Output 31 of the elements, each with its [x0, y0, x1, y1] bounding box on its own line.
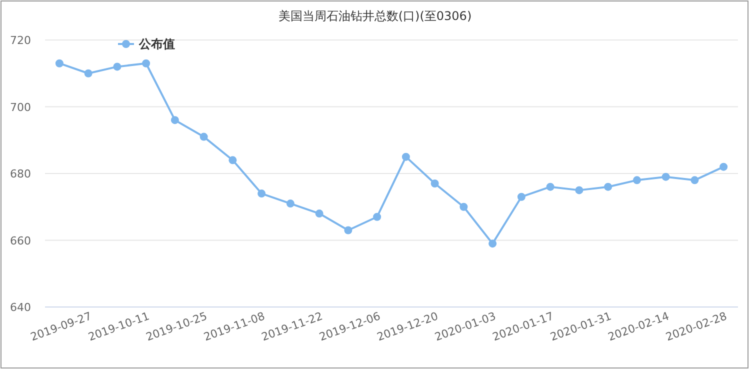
y-tick-label: 700: [10, 100, 31, 114]
point: [402, 152, 410, 161]
point: [228, 156, 237, 164]
point: [373, 212, 382, 221]
point: [170, 116, 179, 124]
point: [113, 62, 122, 71]
point: [460, 202, 468, 211]
point: [662, 172, 670, 181]
point: [604, 182, 612, 191]
point: [430, 180, 439, 188]
point: [142, 59, 150, 68]
point: [690, 176, 699, 184]
point: [55, 59, 64, 68]
y-tick-label: 660: [10, 234, 31, 248]
y-tick-label: 680: [10, 168, 31, 180]
point: [632, 176, 641, 184]
chart-title: 美国当周石油钻井总数(口)(至0306): [278, 9, 472, 23]
point: [517, 192, 526, 201]
y-tick-label: 640: [10, 301, 31, 314]
point: [286, 200, 294, 208]
point: [720, 162, 728, 171]
point: [488, 240, 497, 248]
point: [258, 190, 266, 198]
point: [315, 210, 324, 218]
point: [200, 132, 208, 141]
y-tick-label: 720: [10, 34, 31, 47]
point: [575, 186, 584, 194]
point: [344, 226, 352, 234]
point: [546, 182, 554, 191]
point: [84, 69, 92, 78]
legend-label: 公布值: [138, 37, 175, 51]
